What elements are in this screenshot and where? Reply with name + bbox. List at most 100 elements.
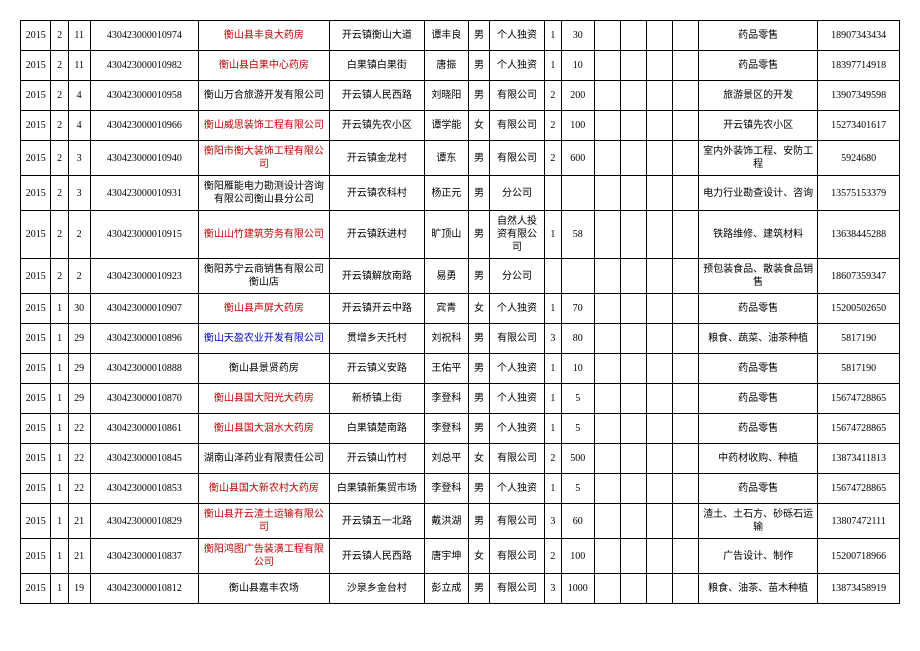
- table-cell: [620, 354, 646, 384]
- table-cell: [594, 444, 620, 474]
- table-cell: 刘总平: [425, 444, 468, 474]
- table-cell: 有限公司: [490, 111, 544, 141]
- table-cell: 3: [544, 504, 561, 539]
- table-cell: 1: [51, 414, 68, 444]
- table-row: 201522430423000010923衡阳苏宁云商销售有限公司衡山店开云镇解…: [21, 259, 900, 294]
- table-cell: 2: [544, 111, 561, 141]
- table-row: 2015122430423000010861衡山县国大洄水大药房白果镇楚南路李登…: [21, 414, 900, 444]
- table-cell: 2: [544, 539, 561, 574]
- table-cell: 430423000010907: [90, 294, 199, 324]
- table-cell: [646, 354, 672, 384]
- table-cell: [646, 444, 672, 474]
- table-row: 2015129430423000010870衡山县国大阳光大药房新桥镇上街李登科…: [21, 384, 900, 414]
- table-row: 2015211430423000010982衡山县白果中心药房白果镇白果街唐振男…: [21, 51, 900, 81]
- table-cell: 430423000010861: [90, 414, 199, 444]
- table-cell: [544, 259, 561, 294]
- table-cell: 22: [68, 414, 90, 444]
- table-cell: [620, 384, 646, 414]
- table-cell: 衡山县景贤药房: [199, 354, 329, 384]
- table-cell: 个人独资: [490, 51, 544, 81]
- table-cell: 430423000010966: [90, 111, 199, 141]
- table-cell: 中药材收购、种植: [698, 444, 818, 474]
- table-row: 201523430423000010931衡阳雁能电力勘测设计咨询有限公司衡山县…: [21, 176, 900, 211]
- table-cell: 1: [544, 294, 561, 324]
- table-cell: 2015: [21, 176, 51, 211]
- table-cell: 2015: [21, 539, 51, 574]
- table-cell: 旅游景区的开发: [698, 81, 818, 111]
- table-cell: [594, 504, 620, 539]
- table-cell: 13873411813: [818, 444, 900, 474]
- table-cell: 1: [51, 354, 68, 384]
- table-cell: [594, 294, 620, 324]
- table-cell: 彭立成: [425, 574, 468, 604]
- table-cell: 广告设计、制作: [698, 539, 818, 574]
- table-cell: [646, 384, 672, 414]
- table-cell: 4: [68, 111, 90, 141]
- table-cell: 13575153379: [818, 176, 900, 211]
- table-cell: 1: [544, 211, 561, 259]
- table-cell: 21: [68, 504, 90, 539]
- table-cell: [672, 574, 698, 604]
- table-cell: [646, 176, 672, 211]
- table-cell: 湖南山泽药业有限责任公司: [199, 444, 329, 474]
- table-cell: 500: [562, 444, 595, 474]
- table-cell: 1: [544, 474, 561, 504]
- table-cell: 430423000010845: [90, 444, 199, 474]
- table-cell: 2015: [21, 444, 51, 474]
- table-cell: 1: [51, 574, 68, 604]
- table-cell: 开云镇解放南路: [329, 259, 425, 294]
- table-cell: 衡山万合旅游开发有限公司: [199, 81, 329, 111]
- table-cell: 30: [562, 21, 595, 51]
- table-row: 2015121430423000010837衡阳鸿图广告装潢工程有限公司开云镇人…: [21, 539, 900, 574]
- table-cell: 衡山山竹建筑劳务有限公司: [199, 211, 329, 259]
- table-cell: 29: [68, 354, 90, 384]
- table-cell: 2: [51, 51, 68, 81]
- table-cell: 药品零售: [698, 51, 818, 81]
- table-cell: [646, 414, 672, 444]
- table-cell: [646, 51, 672, 81]
- table-cell: 2015: [21, 111, 51, 141]
- table-cell: 430423000010888: [90, 354, 199, 384]
- table-cell: [562, 259, 595, 294]
- table-cell: 男: [468, 176, 490, 211]
- table-row: 2015130430423000010907衡山县声屏大药房开云镇开云中路宾青女…: [21, 294, 900, 324]
- table-cell: 个人独资: [490, 354, 544, 384]
- table-cell: 430423000010974: [90, 21, 199, 51]
- table-cell: 开云镇五一北路: [329, 504, 425, 539]
- table-cell: [672, 474, 698, 504]
- table-cell: 2015: [21, 294, 51, 324]
- table-cell: 刘祝科: [425, 324, 468, 354]
- table-cell: 2: [51, 141, 68, 176]
- table-cell: 女: [468, 444, 490, 474]
- table-cell: 29: [68, 384, 90, 414]
- table-cell: 衡山县国大新农村大药房: [199, 474, 329, 504]
- table-cell: 430423000010915: [90, 211, 199, 259]
- table-cell: 22: [68, 474, 90, 504]
- table-row: 2015129430423000010888衡山县景贤药房开云镇义安路王佑平男个…: [21, 354, 900, 384]
- table-cell: 宾青: [425, 294, 468, 324]
- table-cell: [544, 176, 561, 211]
- table-row: 2015122430423000010853衡山县国大新农村大药房白果镇新集贸市…: [21, 474, 900, 504]
- table-cell: 600: [562, 141, 595, 176]
- table-cell: 衡山县开云渣土运输有限公司: [199, 504, 329, 539]
- table-row: 2015122430423000010845湖南山泽药业有限责任公司开云镇山竹村…: [21, 444, 900, 474]
- table-cell: 1: [51, 444, 68, 474]
- table-cell: 80: [562, 324, 595, 354]
- table-cell: 29: [68, 324, 90, 354]
- table-cell: 2: [51, 211, 68, 259]
- table-cell: [646, 539, 672, 574]
- table-cell: 男: [468, 384, 490, 414]
- table-cell: 男: [468, 21, 490, 51]
- table-cell: [594, 474, 620, 504]
- table-cell: 10: [562, 51, 595, 81]
- table-cell: 唐振: [425, 51, 468, 81]
- table-cell: [594, 574, 620, 604]
- table-cell: 2015: [21, 574, 51, 604]
- table-cell: 13807472111: [818, 504, 900, 539]
- table-cell: 个人独资: [490, 294, 544, 324]
- table-cell: 5: [562, 414, 595, 444]
- table-cell: 22: [68, 444, 90, 474]
- table-cell: 分公司: [490, 176, 544, 211]
- table-cell: 1: [51, 539, 68, 574]
- table-cell: 药品零售: [698, 354, 818, 384]
